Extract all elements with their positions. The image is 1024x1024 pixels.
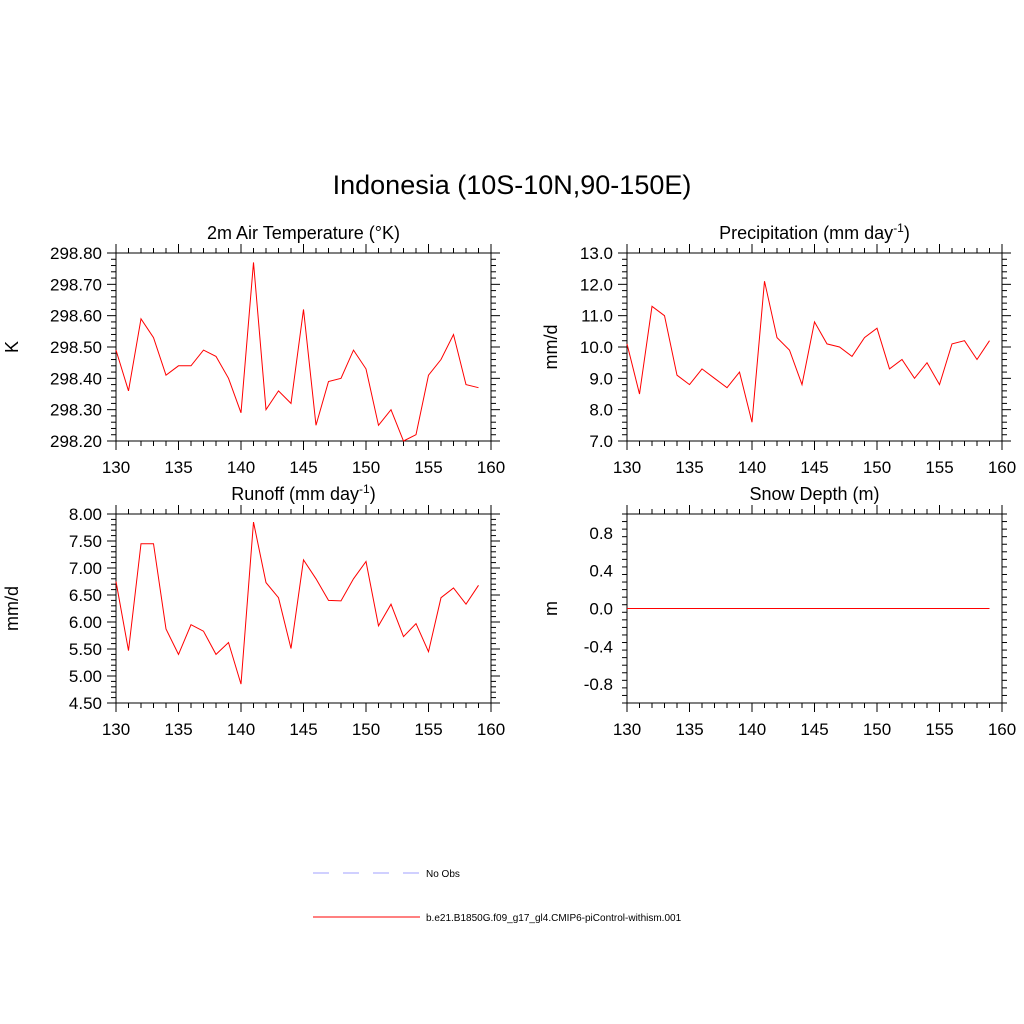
x-tick-label: 155 [925,720,953,739]
y-tick-label: 0.0 [589,600,613,619]
y-tick-label: 298.70 [50,275,102,294]
x-tick-label: 155 [925,458,953,477]
y-tick-label: 7.0 [589,432,613,451]
plot-frame [626,252,1003,442]
y-axis-label: m [541,601,561,616]
x-tick-label: 135 [164,720,192,739]
y-tick-label: 9.0 [589,369,613,388]
x-tick-label: 145 [800,720,828,739]
y-tick-label: 12.0 [580,275,613,294]
series-line [115,521,479,685]
chart-panel: 130 135 140 145 150 155 160 4.50 5.00 5.50 6.00 6.5… [2,482,505,739]
y-tick-label: 6.00 [69,613,102,632]
x-tick-label: 160 [988,720,1016,739]
chart-panel: 130 135 140 145 150 155 160 298.20 298.30 298.40 2… [2,223,505,477]
x-tick-label: 150 [863,720,891,739]
x-tick-label: 145 [289,720,317,739]
y-tick-label: 11.0 [581,307,613,326]
y-tick-label: 298.30 [50,401,102,420]
x-tick-label: 145 [800,458,828,477]
y-axis-label: mm/d [2,586,22,631]
x-tick-label: 160 [988,458,1016,477]
y-tick-label: 298.40 [50,369,102,388]
chart-panel: 130 135 140 145 150 155 160 7.0 8.0 9.0 10.0 11.0 12… [541,221,1016,477]
y-tick-label: -0.8 [584,675,613,694]
plot-frame [115,252,492,442]
y-tick-label: 8.00 [69,505,102,524]
x-tick-label: 155 [414,458,442,477]
y-tick-label: 4.50 [69,694,102,713]
x-tick-label: 135 [675,720,703,739]
y-tick-label: 0.8 [589,524,613,543]
x-tick-label: 155 [414,720,442,739]
y-tick-label: 298.50 [50,338,102,357]
y-tick-label: 5.00 [69,667,102,686]
x-tick-label: 130 [613,720,641,739]
x-tick-label: 130 [613,458,641,477]
y-tick-label: 8.0 [589,401,613,420]
plot-frame [115,513,492,704]
y-tick-label: 13.0 [580,244,613,263]
x-tick-label: 140 [738,458,766,477]
x-tick-label: 135 [675,458,703,477]
x-tick-label: 145 [289,458,317,477]
y-tick-label: 6.50 [69,586,102,605]
x-tick-label: 150 [863,458,891,477]
panel-title: Precipitation (mm day-1) [719,221,910,243]
y-tick-label: -0.4 [584,637,613,656]
y-axis-label: mm/d [541,325,561,370]
x-tick-label: 160 [477,458,505,477]
x-tick-label: 140 [738,720,766,739]
panel-title: Snow Depth (m) [749,484,879,504]
y-tick-label: 10.0 [580,338,613,357]
y-tick-label: 7.50 [69,532,102,551]
legend-label: No Obs [426,869,460,880]
y-axis-label: K [2,341,22,353]
x-tick-label: 130 [102,720,130,739]
x-tick-label: 140 [227,458,255,477]
y-tick-label: 0.4 [589,562,613,581]
x-tick-label: 150 [352,458,380,477]
y-tick-label: 7.00 [69,559,102,578]
x-tick-label: 135 [164,458,192,477]
x-tick-label: 160 [477,720,505,739]
panel-title: 2m Air Temperature (°K) [207,223,400,243]
chart-panel: 130 135 140 145 150 155 160 -0.8 -0.4 0.0 0.4 0.8 m S… [541,484,1016,739]
series-line [626,281,990,423]
x-tick-label: 140 [227,720,255,739]
y-tick-label: 298.80 [50,244,102,263]
x-tick-label: 130 [102,458,130,477]
x-tick-label: 150 [352,720,380,739]
y-tick-label: 298.20 [50,432,102,451]
series-line [115,262,479,442]
legend: No Obs b.e21.B1850G.f09_g17_gl4.CMIP6-piC… [313,869,682,924]
page-title: Indonesia (10S-10N,90-150E) [332,170,692,200]
panel-title: Runoff (mm day-1) [231,482,375,504]
y-tick-label: 298.60 [50,307,102,326]
legend-label: b.e21.B1850G.f09_g17_gl4.CMIP6-piControl… [426,913,682,924]
y-tick-label: 5.50 [69,640,102,659]
